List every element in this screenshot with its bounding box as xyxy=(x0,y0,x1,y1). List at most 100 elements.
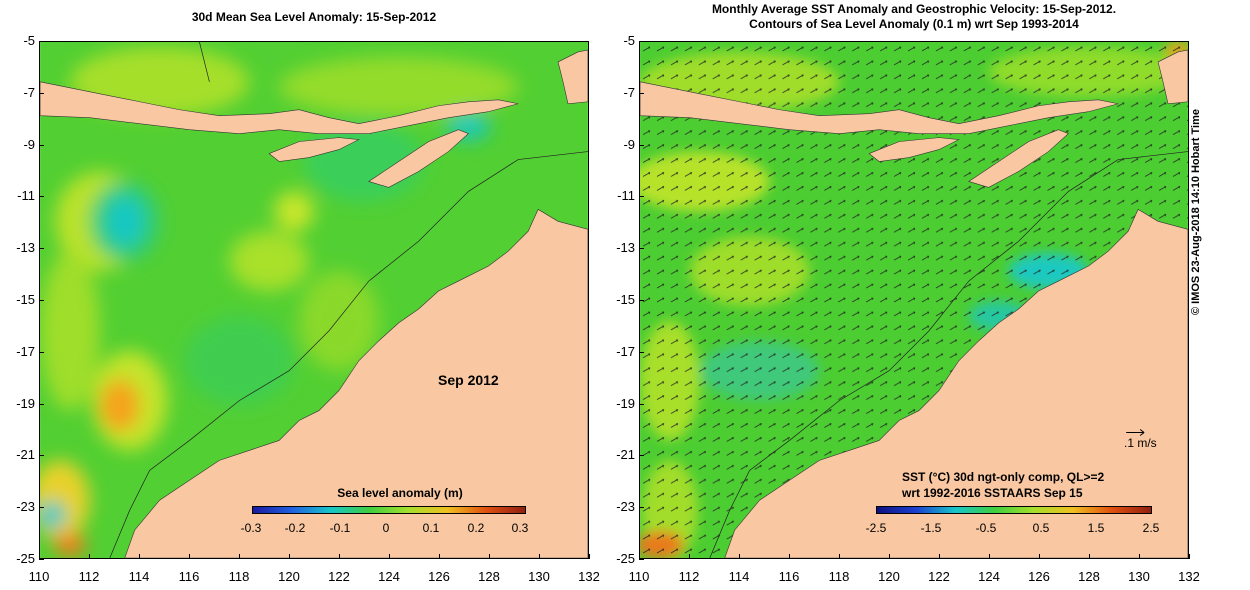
lon-tick-mark xyxy=(189,554,190,559)
lon-tick-mark xyxy=(889,554,890,559)
lon-tick-mark xyxy=(489,554,490,559)
lon-tick-mark xyxy=(289,554,290,559)
lon-tick-label: 130 xyxy=(1128,569,1150,584)
lat-tick-mark xyxy=(39,300,44,301)
lon-tick-mark xyxy=(839,554,840,559)
lon-tick-mark xyxy=(389,554,390,559)
lat-tick-label: -23 xyxy=(16,499,35,515)
sst-anomaly-plot xyxy=(640,42,1188,558)
lat-tick-mark xyxy=(39,248,44,250)
lon-tick-mark xyxy=(1139,554,1140,559)
lon-tick-label: 130 xyxy=(528,569,550,584)
right-map-title: Monthly Average SST Anomaly and Geostrop… xyxy=(640,2,1188,32)
lat-tick-mark xyxy=(39,144,44,146)
lon-tick-mark xyxy=(939,554,940,559)
sst-anomaly-map[interactable]: .1 m/s SST (°C) 30d ngt-only comp, QL>=2… xyxy=(639,41,1189,559)
sla-cb-tick: -0.2 xyxy=(284,521,306,535)
lat-tick-label: -25 xyxy=(616,551,635,566)
lat-tick-label: -17 xyxy=(616,343,635,359)
lat-tick-label: -19 xyxy=(16,395,35,411)
lon-tick-mark xyxy=(539,554,540,559)
lon-tick-label: 116 xyxy=(178,569,200,584)
sst-cb-tick: 1.5 xyxy=(1087,521,1105,535)
lon-tick-mark xyxy=(989,554,990,559)
lat-tick-mark xyxy=(639,559,644,560)
lat-tick-mark xyxy=(39,403,44,405)
lat-tick-mark xyxy=(639,196,644,198)
lat-tick-mark xyxy=(39,196,44,198)
credit-text: © IMOS 23-Aug-2018 14:10 Hobart Time xyxy=(1190,109,1202,315)
lat-tick-label: -25 xyxy=(16,551,35,566)
lon-tick-label: 112 xyxy=(678,569,700,584)
left-map-title: 30d Mean Sea Level Anomaly: 15-Sep-2012 xyxy=(191,10,437,24)
lon-tick-label: 116 xyxy=(778,569,800,584)
right-map-title-line2: Contours of Sea Level Anomaly (0.1 m) wr… xyxy=(749,17,1079,31)
velocity-scale-label: .1 m/s xyxy=(1124,436,1157,450)
lat-tick-mark xyxy=(39,455,44,457)
sst-cb-tick: -0.5 xyxy=(975,521,997,535)
lat-tick-label: -23 xyxy=(616,499,635,515)
lon-tick-label: 128 xyxy=(1078,569,1100,584)
lon-tick-label: 114 xyxy=(728,569,750,584)
lon-tick-label: 126 xyxy=(1028,569,1050,584)
sla-cb-tick: 0.2 xyxy=(467,521,485,535)
lon-tick-mark xyxy=(1039,554,1040,559)
sla-colorbar-title: Sea level anomaly (m) xyxy=(337,486,463,500)
lon-tick-mark xyxy=(589,554,590,559)
lon-tick-label: 118 xyxy=(828,569,850,584)
lat-tick-label: -21 xyxy=(616,447,635,463)
sst-cb-tick: -2.5 xyxy=(865,521,887,535)
lat-tick-mark xyxy=(639,248,644,250)
lon-tick-label: 120 xyxy=(878,569,900,584)
lat-tick-mark xyxy=(639,300,644,301)
sla-cb-tick: 0 xyxy=(382,521,390,535)
lat-tick-label: -15 xyxy=(16,292,35,307)
lon-tick-mark xyxy=(1189,554,1190,559)
lon-tick-mark xyxy=(639,554,640,559)
lat-tick-mark xyxy=(639,41,644,42)
lon-tick-label: 112 xyxy=(78,569,100,584)
lon-tick-label: 118 xyxy=(228,569,250,584)
sla-cb-tick: 0.1 xyxy=(422,521,440,535)
lat-tick-label: -11 xyxy=(617,188,635,204)
lat-tick-mark xyxy=(39,41,44,42)
sla-cb-tick: -0.1 xyxy=(329,521,351,535)
sst-colorbar xyxy=(876,506,1152,514)
lon-tick-mark xyxy=(89,554,90,559)
lon-tick-mark xyxy=(689,554,690,559)
lon-tick-label: 110 xyxy=(28,569,50,584)
sst-cb-tick: 0.5 xyxy=(1032,521,1050,535)
lat-tick-label: -5 xyxy=(23,33,35,48)
sst-cb-tick: -1.5 xyxy=(920,521,942,535)
lat-tick-label: -13 xyxy=(16,240,35,256)
lat-tick-label: -17 xyxy=(16,343,35,359)
sst-note-line1: SST (°C) 30d ngt-only comp, QL>=2 xyxy=(902,470,1105,484)
lat-tick-mark xyxy=(39,351,44,353)
lat-tick-mark xyxy=(639,351,644,353)
lat-tick-label: -21 xyxy=(16,447,35,463)
lon-tick-mark xyxy=(789,554,790,559)
lon-tick-mark xyxy=(139,554,140,559)
lat-tick-label: -7 xyxy=(623,84,635,100)
lon-tick-mark xyxy=(239,554,240,559)
lat-tick-label: -15 xyxy=(616,292,635,307)
sla-cb-tick: -0.3 xyxy=(240,521,262,535)
right-map-title-line1: Monthly Average SST Anomaly and Geostrop… xyxy=(711,2,1117,16)
lon-tick-label: 128 xyxy=(478,569,500,584)
lat-tick-label: -13 xyxy=(616,240,635,256)
lon-tick-mark xyxy=(439,554,440,559)
lat-tick-label: -7 xyxy=(23,84,35,100)
lon-tick-label: 122 xyxy=(328,569,350,584)
sea-level-anomaly-map[interactable]: Sep 2012 Sea level anomaly (m) xyxy=(39,41,589,559)
lon-tick-label: 122 xyxy=(928,569,950,584)
lon-tick-label: 110 xyxy=(628,569,650,584)
lat-tick-label: -19 xyxy=(616,395,635,411)
sea-level-anomaly-plot xyxy=(40,42,588,558)
lon-tick-label: 120 xyxy=(278,569,300,584)
lon-tick-label: 124 xyxy=(378,569,400,584)
lat-tick-mark xyxy=(639,507,644,509)
lat-tick-mark xyxy=(39,92,44,94)
month-label: Sep 2012 xyxy=(438,372,499,388)
sla-colorbar xyxy=(252,506,526,514)
lon-tick-mark xyxy=(39,554,40,559)
